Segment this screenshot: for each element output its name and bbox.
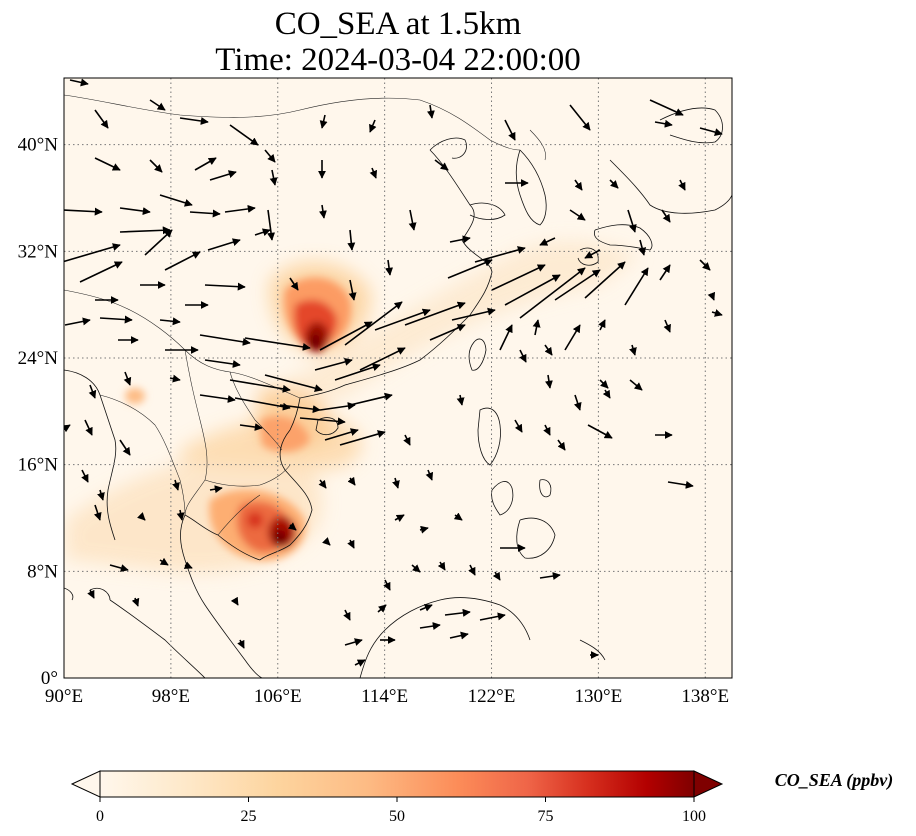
- lon-tick-label: 130°E: [575, 686, 623, 707]
- lat-tick-label: 40°N: [18, 135, 59, 156]
- colorbar-tick-label: 75: [538, 808, 554, 825]
- coastlines: [64, 107, 732, 678]
- colorbar-extend-high: [693, 770, 724, 798]
- gridlines: [64, 78, 732, 678]
- lon-tick-label: 122°E: [468, 686, 516, 707]
- map-background: [64, 78, 732, 678]
- wind-vectors: [64, 78, 723, 667]
- colorbar-gradient: [99, 770, 695, 798]
- concentration-field: [66, 240, 640, 573]
- lat-tick-label: 16°N: [18, 455, 59, 476]
- lat-axis: 0° 8°N 16°N 24°N 32°N 40°N: [18, 135, 59, 689]
- lat-tick-label: 24°N: [18, 348, 59, 369]
- lon-tick-label: 90°E: [45, 686, 83, 707]
- colorbar-tick-label: 100: [682, 808, 706, 825]
- lat-tick-label: 0°: [41, 668, 58, 689]
- colorbar-label: CO_SEA (ppbv): [774, 770, 894, 790]
- lat-tick-label: 32°N: [18, 241, 59, 262]
- lon-tick-label: 98°E: [152, 686, 190, 707]
- colorbar-tick-label: 50: [389, 808, 405, 825]
- chart-title-line2: Time: 2024-03-04 22:00:00: [215, 42, 581, 78]
- colorbar-ticks: 0 25 50 75 100: [96, 797, 706, 825]
- colorbar: 0 25 50 75 100: [70, 770, 724, 825]
- lon-tick-label: 138°E: [681, 686, 729, 707]
- lon-tick-label: 114°E: [361, 686, 408, 707]
- colorbar-tick-label: 0: [96, 808, 104, 825]
- map-frame: [63, 77, 733, 679]
- colorbar-extend-low: [70, 770, 101, 798]
- lon-axis: 90°E 98°E 106°E 114°E 122°E 130°E 138°E: [45, 686, 729, 707]
- colorbar-tick-label: 25: [241, 808, 257, 825]
- lon-tick-label: 106°E: [254, 686, 302, 707]
- chart-title-line1: CO_SEA at 1.5km: [274, 6, 522, 42]
- lat-tick-label: 8°N: [27, 561, 58, 582]
